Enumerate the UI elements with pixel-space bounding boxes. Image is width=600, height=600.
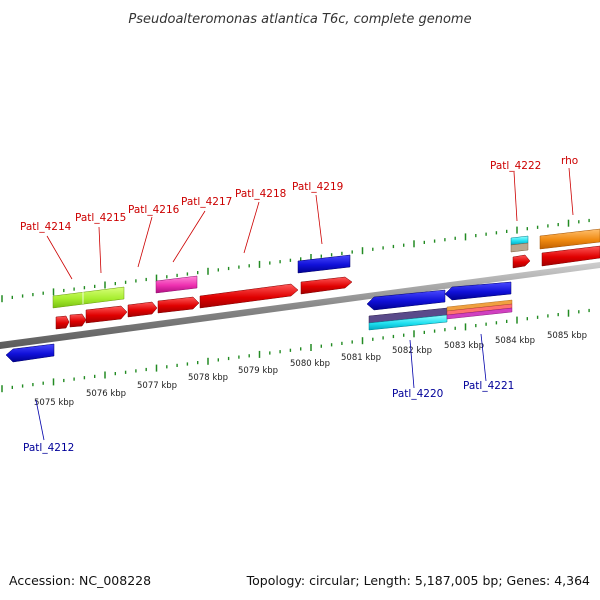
gene-label: Patl_4221 <box>463 380 514 392</box>
gene-arrow <box>541 245 600 267</box>
gene-label: Patl_4216 <box>128 204 180 216</box>
gene-arrow <box>297 254 351 274</box>
gene-label: Patl_4212 <box>23 442 74 454</box>
tick-label: 5077 kbp <box>137 381 177 391</box>
reverse-genes-row2 <box>368 299 513 331</box>
gene-arrow <box>366 289 446 311</box>
tick-label: 5075 kbp <box>34 398 74 408</box>
genome-backbone <box>0 262 600 349</box>
leader-line <box>513 171 518 222</box>
gene-arrow <box>52 286 125 309</box>
inner-tick-ruler <box>1 308 590 393</box>
gene-label: Patl_4217 <box>181 196 232 208</box>
gene-arrow <box>512 254 531 269</box>
gene-arrow <box>199 283 299 309</box>
gene-arrow <box>510 242 529 253</box>
gene-arrow <box>157 296 200 314</box>
tick-label: 5085 kbp <box>547 331 587 341</box>
leader-line <box>480 333 487 382</box>
gene-arrow <box>539 228 600 250</box>
gene-label: Patl_4215 <box>75 212 126 224</box>
forward-genes-row1 <box>52 228 600 309</box>
forward-gene-labels: Patl_4214 Patl_4215 Patl_4216 Patl_4217 … <box>20 155 578 233</box>
leader-line <box>315 194 323 245</box>
tick-label: 5078 kbp <box>188 373 228 383</box>
accession-text: Accession: NC_008228 <box>9 573 151 588</box>
gene-label: Patl_4218 <box>235 188 286 200</box>
leader-line <box>243 201 260 254</box>
leader-line <box>98 226 102 274</box>
gene-arrow <box>155 275 198 294</box>
tick-label: 5080 kbp <box>290 359 330 369</box>
gene-label: Patl_4220 <box>392 388 443 400</box>
reverse-leader-lines <box>35 333 487 441</box>
gene-arrow <box>446 307 513 320</box>
outer-tick-ruler <box>1 218 590 303</box>
leader-line <box>46 235 73 280</box>
gene-arrow <box>69 313 87 328</box>
tick-label: 5083 kbp <box>444 341 484 351</box>
gene-arrow <box>368 314 448 331</box>
reverse-genes-row1 <box>5 281 512 363</box>
reverse-gene-labels: Patl_4212 Patl_4220 Patl_4221 <box>23 380 514 454</box>
leader-line <box>35 399 45 441</box>
leader-line <box>172 210 206 263</box>
tick-labels: 5075 kbp 5076 kbp 5077 kbp 5078 kbp 5079… <box>34 331 587 408</box>
tick-label: 5082 kbp <box>392 346 432 356</box>
forward-leader-lines <box>46 167 574 280</box>
gene-label: rho <box>561 155 578 167</box>
tick-label: 5081 kbp <box>341 353 381 363</box>
gene-arrow <box>300 276 353 295</box>
map-title: Pseudoalteromonas atlantica T6c, complet… <box>128 12 471 27</box>
gene-arrow <box>55 315 70 330</box>
gene-label: Patl_4214 <box>20 221 72 233</box>
leader-line <box>137 216 153 268</box>
forward-genes-row2 <box>55 245 600 330</box>
tick-label: 5076 kbp <box>86 389 126 399</box>
tick-label: 5084 kbp <box>495 336 535 346</box>
gene-arrow <box>444 281 512 301</box>
gene-arrow <box>85 305 128 324</box>
gene-label: Patl_4222 <box>490 160 541 172</box>
gene-arrow <box>5 343 55 363</box>
gene-label: Patl_4219 <box>292 181 343 193</box>
topology-summary: Topology: circular; Length: 5,187,005 bp… <box>246 573 590 588</box>
gene-arrow <box>127 301 158 318</box>
tick-label: 5079 kbp <box>238 366 278 376</box>
leader-line <box>409 339 415 389</box>
leader-line <box>568 167 574 216</box>
